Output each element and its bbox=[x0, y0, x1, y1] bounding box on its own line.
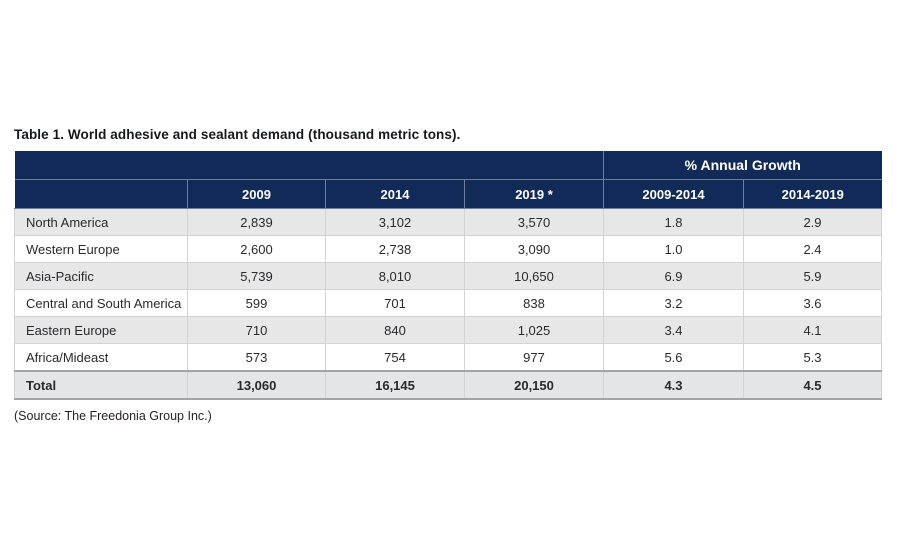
table-body: North America 2,839 3,102 3,570 1.8 2.9 … bbox=[14, 208, 882, 400]
value-cell: 8,010 bbox=[325, 262, 465, 290]
value-cell: 4.1 bbox=[743, 316, 882, 344]
region-label: Asia-Pacific bbox=[14, 262, 188, 290]
column-header-growth-2014-2019: 2014-2019 bbox=[743, 179, 882, 209]
table-header: % Annual Growth 2009 2014 2019 * 2009-20… bbox=[14, 151, 882, 209]
value-cell: 3.6 bbox=[743, 289, 882, 317]
region-label: Central and South America bbox=[14, 289, 188, 317]
value-cell: 3.2 bbox=[603, 289, 744, 317]
value-cell: 6.9 bbox=[603, 262, 744, 290]
region-column-header bbox=[14, 179, 188, 209]
column-header-2019: 2019 * bbox=[464, 179, 604, 209]
table-row-north-america: North America 2,839 3,102 3,570 1.8 2.9 bbox=[14, 208, 882, 236]
value-cell: 5.3 bbox=[743, 343, 882, 372]
annual-growth-header: % Annual Growth bbox=[603, 151, 882, 180]
table-row-central-south-america: Central and South America 599 701 838 3.… bbox=[14, 289, 882, 317]
value-cell: 5,739 bbox=[187, 262, 326, 290]
table-row-total: Total 13,060 16,145 20,150 4.3 4.5 bbox=[14, 370, 882, 400]
demand-table-wrap: % Annual Growth 2009 2014 2019 * 2009-20… bbox=[14, 151, 882, 400]
total-label: Total bbox=[14, 370, 188, 400]
value-cell: 3,570 bbox=[464, 208, 604, 236]
source-note: (Source: The Freedonia Group Inc.) bbox=[14, 409, 212, 423]
region-label: Africa/Mideast bbox=[14, 343, 188, 372]
value-cell: 2.4 bbox=[743, 235, 882, 263]
value-cell: 5.6 bbox=[603, 343, 744, 372]
value-cell: 1.0 bbox=[603, 235, 744, 263]
value-cell: 573 bbox=[187, 343, 326, 372]
table-row-africa-mideast: Africa/Mideast 573 754 977 5.6 5.3 bbox=[14, 343, 882, 372]
region-label: Western Europe bbox=[14, 235, 188, 263]
demand-table: % Annual Growth 2009 2014 2019 * 2009-20… bbox=[14, 151, 882, 400]
table-row-western-europe: Western Europe 2,600 2,738 3,090 1.0 2.4 bbox=[14, 235, 882, 263]
value-cell: 701 bbox=[325, 289, 465, 317]
table-row-asia-pacific: Asia-Pacific 5,739 8,010 10,650 6.9 5.9 bbox=[14, 262, 882, 290]
value-cell: 1.8 bbox=[603, 208, 744, 236]
region-label: North America bbox=[14, 208, 188, 236]
column-header-2009: 2009 bbox=[187, 179, 326, 209]
value-cell: 710 bbox=[187, 316, 326, 344]
total-value-cell: 20,150 bbox=[464, 370, 604, 400]
column-header-growth-2009-2014: 2009-2014 bbox=[603, 179, 744, 209]
value-cell: 599 bbox=[187, 289, 326, 317]
value-cell: 840 bbox=[325, 316, 465, 344]
group-header-row: % Annual Growth bbox=[14, 151, 882, 180]
total-value-cell: 4.3 bbox=[603, 370, 744, 400]
value-cell: 2.9 bbox=[743, 208, 882, 236]
value-cell: 838 bbox=[464, 289, 604, 317]
total-value-cell: 16,145 bbox=[325, 370, 465, 400]
value-cell: 1,025 bbox=[464, 316, 604, 344]
table-title: Table 1. World adhesive and sealant dema… bbox=[14, 127, 461, 142]
value-cell: 2,839 bbox=[187, 208, 326, 236]
total-value-cell: 4.5 bbox=[743, 370, 882, 400]
value-cell: 754 bbox=[325, 343, 465, 372]
value-cell: 10,650 bbox=[464, 262, 604, 290]
value-cell: 2,738 bbox=[325, 235, 465, 263]
table-row-eastern-europe: Eastern Europe 710 840 1,025 3.4 4.1 bbox=[14, 316, 882, 344]
value-cell: 3,090 bbox=[464, 235, 604, 263]
column-header-row: 2009 2014 2019 * 2009-2014 2014-2019 bbox=[14, 179, 882, 209]
region-label: Eastern Europe bbox=[14, 316, 188, 344]
value-cell: 3,102 bbox=[325, 208, 465, 236]
header-spacer-cell bbox=[14, 151, 604, 180]
value-cell: 2,600 bbox=[187, 235, 326, 263]
value-cell: 977 bbox=[464, 343, 604, 372]
column-header-2014: 2014 bbox=[325, 179, 465, 209]
value-cell: 5.9 bbox=[743, 262, 882, 290]
total-value-cell: 13,060 bbox=[187, 370, 326, 400]
value-cell: 3.4 bbox=[603, 316, 744, 344]
